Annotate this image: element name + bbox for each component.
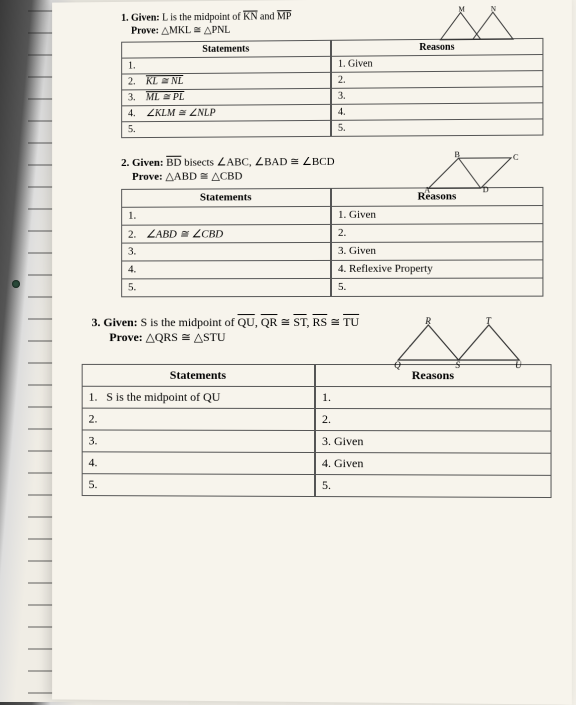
table-row: 1. xyxy=(122,206,331,225)
punch-hole xyxy=(12,280,20,288)
problem-3: 3. Given: S is the midpoint of QU, QR ≅ … xyxy=(82,314,552,497)
table-row: 1.S is the midpoint of QU xyxy=(82,386,314,408)
given-label: Given: xyxy=(132,157,163,169)
table-row: 4. xyxy=(332,103,543,121)
table-row: 5. xyxy=(122,120,331,137)
diagram-1: M N xyxy=(430,4,521,50)
label-c: C xyxy=(513,153,518,162)
table-row: 3. xyxy=(122,242,331,261)
table-row: 5. xyxy=(332,278,543,296)
label-n: N xyxy=(491,5,496,13)
segment-qr: QR xyxy=(261,315,278,329)
and-text: and xyxy=(260,11,277,22)
worksheet-page: 1. Given: L is the midpoint of KN and MP… xyxy=(52,0,572,705)
statements-header: Statements xyxy=(122,40,331,58)
table-row: 4. xyxy=(82,452,314,475)
label-m: M xyxy=(459,5,465,13)
given-text: L is the midpoint of xyxy=(162,12,243,24)
segment-qu: QU xyxy=(238,315,255,329)
problem-1-number: 1. xyxy=(121,13,128,24)
table-row: 2.∠ABD ≅ ∠CBD xyxy=(122,224,331,243)
diagram-3: Q R S T U xyxy=(390,314,521,369)
label-a: A xyxy=(424,185,430,194)
label-t: T xyxy=(486,315,492,325)
proof-table-1: Statements 1. 2.KL ≅ NL 3.ML ≅ PL 4.∠KLM… xyxy=(121,38,551,138)
label-r: R xyxy=(424,315,431,325)
reasons-table-3: Reasons 1. 2. 3. Given 4. Given 5. xyxy=(315,364,552,498)
reason-4: 4. Given xyxy=(315,452,551,475)
label-d: D xyxy=(483,185,489,194)
segment-kn: KN xyxy=(243,12,257,23)
problem-2-number: 2. xyxy=(121,157,129,169)
table-row: 2. xyxy=(332,71,543,89)
given-text: bisects ∠ABC, ∠BAD ≅ ∠BCD xyxy=(184,156,334,169)
segment-bd: BD xyxy=(166,157,181,169)
segment-rs: RS xyxy=(313,315,328,329)
segment-tu: TU xyxy=(343,315,359,329)
problem-3-number: 3. xyxy=(92,315,101,329)
table-row: 1. xyxy=(122,56,331,74)
prove-text: △QRS ≅ △STU xyxy=(146,330,226,344)
table-row: 3. xyxy=(332,87,543,105)
reason-4: 4. Reflexive Property xyxy=(332,259,543,278)
table-row: 3. xyxy=(82,430,314,453)
label-b: B xyxy=(455,150,460,159)
table-row: 1. xyxy=(315,386,551,408)
segment-mp: MP xyxy=(277,11,291,22)
label-q: Q xyxy=(394,360,401,370)
prove-label: Prove: xyxy=(131,25,159,36)
prove-text: △MKL ≅ △PNL xyxy=(161,25,230,37)
table-row: 2. xyxy=(82,408,314,430)
given-label: Given: xyxy=(103,315,137,329)
problem-2: 2. Given: BD bisects ∠ABC, ∠BAD ≅ ∠BCD P… xyxy=(82,154,552,297)
table-row: 2. xyxy=(332,223,543,242)
statement-2: ∠ABD ≅ ∠CBD xyxy=(146,228,223,240)
table-row: 4. xyxy=(122,260,331,278)
segment-st: ST xyxy=(293,315,306,329)
statements-header: Statements xyxy=(122,188,331,207)
reason-3: 3. Given xyxy=(315,430,551,453)
statements-table-1: Statements 1. 2.KL ≅ NL 3.ML ≅ PL 4.∠KLM… xyxy=(121,40,331,138)
problem-1: 1. Given: L is the midpoint of KN and MP… xyxy=(82,8,552,139)
given-text: S is the midpoint of xyxy=(141,315,238,329)
table-row: 5. xyxy=(82,473,314,496)
table-row: 5. xyxy=(332,119,543,136)
table-row: 2.KL ≅ NL xyxy=(122,72,331,90)
table-row: 5. xyxy=(122,278,331,296)
proof-table-3: Statements 1.S is the midpoint of QU 2. … xyxy=(82,364,552,498)
reason-1: 1. Given xyxy=(332,205,543,224)
label-s: S xyxy=(456,360,461,370)
statement-2: KL ≅ NL xyxy=(146,76,183,87)
statement-3: ML ≅ PL xyxy=(146,92,184,103)
reasons-table-1: Reasons 1. Given 2. 3. 4. 5. xyxy=(331,38,543,137)
table-row: 4.∠KLM ≅ ∠NLP xyxy=(122,104,331,121)
proof-table-2: Statements 1. 2.∠ABD ≅ ∠CBD 3. 4. 5. Rea… xyxy=(121,186,551,296)
table-row: 5. xyxy=(315,474,551,497)
prove-text: △ABD ≅ △CBD xyxy=(165,171,242,183)
reason-3: 3. Given xyxy=(332,241,543,260)
statements-table-2: Statements 1. 2.∠ABD ≅ ∠CBD 3. 4. 5. xyxy=(121,187,331,296)
reason-1: 1. Given xyxy=(332,55,543,73)
prove-label: Prove: xyxy=(132,171,163,183)
reasons-table-2: Reasons 1. Given 2. 3. Given 4. Reflexiv… xyxy=(331,186,543,296)
statement-4: ∠KLM ≅ ∠NLP xyxy=(146,108,216,119)
given-label: Given: xyxy=(131,12,160,23)
label-u: U xyxy=(515,360,521,370)
statements-header: Statements xyxy=(82,364,314,386)
table-row: 3.ML ≅ PL xyxy=(122,88,331,106)
prove-label: Prove: xyxy=(109,330,142,344)
statement-1: S is the midpoint of QU xyxy=(106,390,220,404)
table-row: 2. xyxy=(315,408,551,431)
statements-table-3: Statements 1.S is the midpoint of QU 2. … xyxy=(82,364,315,497)
diagram-2: A B C D xyxy=(420,150,521,196)
